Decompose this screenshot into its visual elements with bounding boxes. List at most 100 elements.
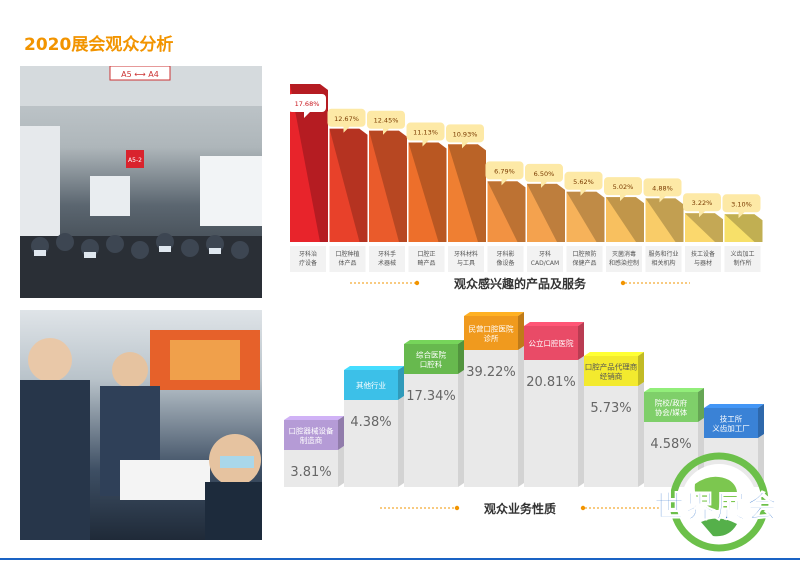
category-box — [606, 246, 642, 272]
category-box — [724, 246, 761, 272]
column-side — [398, 396, 404, 487]
category-label: 制作所 — [733, 259, 751, 267]
value-label: 17.68% — [295, 100, 320, 108]
value-bubble — [525, 163, 563, 188]
column-cap-side — [578, 322, 584, 360]
product-bar-side — [448, 144, 486, 242]
category-label: 口腔产品代理商 — [585, 361, 638, 371]
column-side — [458, 370, 464, 487]
value-label: 5.62% — [573, 178, 594, 186]
booth-demo-photo — [20, 310, 262, 540]
category-label: 牙科治 — [299, 250, 317, 258]
category-label: 服务和行业 — [648, 250, 678, 258]
category-box — [408, 246, 445, 272]
product-bar-side — [369, 130, 407, 242]
category-box — [329, 246, 366, 272]
column-cap-top — [464, 312, 524, 316]
value-label: 11.13% — [413, 129, 438, 137]
category-label: 其他行业 — [356, 380, 386, 390]
value-label: 4.58% — [650, 437, 691, 452]
category-label: 口腔科 — [420, 359, 443, 369]
category-label: 与器材 — [694, 259, 712, 267]
value-label: 4.38% — [350, 415, 391, 430]
category-label: 牙科 — [539, 250, 551, 258]
product-bar-side — [606, 197, 644, 242]
value-label: 39.22% — [466, 365, 516, 380]
column-cap-side — [458, 340, 464, 374]
column-cap — [704, 408, 758, 438]
category-label: 和感染控制 — [609, 259, 639, 267]
product-bar-side — [329, 128, 368, 242]
category-box — [645, 246, 682, 272]
value-label: 12.45% — [374, 117, 399, 125]
column-cap-top — [284, 416, 344, 420]
value-label: 4.88% — [652, 184, 673, 192]
product-interest-chart: 17.68% 牙科治 疗设备 12.67% 口腔种植 体产品 12.45% 牙科手 术器械 11.… — [280, 62, 780, 302]
title-dot-left — [454, 505, 460, 511]
bottom-rule — [0, 558, 800, 560]
category-label: 诊所 — [484, 333, 499, 343]
category-label: 与工具 — [457, 259, 475, 267]
column-body — [584, 386, 638, 487]
expo-hall-photo: A5 ⟷ A4 A5-2 — [20, 66, 262, 298]
category-label: 协会/媒体 — [655, 407, 688, 417]
category-label: 牙科材料 — [454, 250, 478, 258]
category-box — [566, 246, 603, 272]
product-bar-side — [527, 183, 565, 242]
category-label: 牙科影 — [496, 250, 514, 258]
column-cap — [524, 326, 578, 360]
business-column-group: 公立口腔医院 20.81% — [524, 322, 584, 487]
category-label: 公立口腔医院 — [529, 338, 574, 348]
chart-title: 观众感兴趣的产品及服务 — [454, 276, 587, 291]
product-bar-side — [685, 213, 723, 242]
category-label: 灭菌消毒 — [612, 250, 636, 258]
column-side — [638, 382, 644, 487]
column-cap-top — [404, 340, 464, 344]
chart-title: 观众业务性质 — [484, 501, 556, 516]
category-label: 民营口腔医院 — [469, 323, 514, 333]
column-cap — [284, 420, 338, 450]
title-dot-right — [620, 280, 626, 286]
value-bubble — [643, 178, 682, 203]
value-label: 6.79% — [494, 167, 515, 175]
product-bar-side — [724, 214, 763, 242]
value-label: 5.02% — [613, 183, 634, 191]
category-label: 口腔预防 — [572, 250, 596, 258]
category-label: 体产品 — [338, 259, 356, 267]
category-label: 口腔种植 — [335, 250, 359, 258]
category-label: 口腔器械设备 — [289, 425, 334, 435]
category-label: 技工所 — [720, 413, 743, 423]
column-body — [644, 422, 698, 487]
column-cap — [584, 356, 638, 386]
column-cap-top — [704, 404, 764, 408]
value-label: 17.34% — [406, 389, 456, 404]
category-label: CAD/CAM — [531, 260, 559, 267]
column-cap-side — [398, 366, 404, 400]
value-bubble — [564, 171, 603, 196]
category-label: 技工设备 — [691, 250, 715, 258]
world-expo-logo: 世界展会 — [637, 444, 795, 564]
product-bar-side — [645, 198, 684, 242]
value-label: 10.93% — [453, 130, 478, 138]
value-bubble — [446, 124, 484, 149]
value-bubble — [288, 94, 326, 118]
column-cap-side — [758, 404, 764, 438]
column-cap-top — [524, 322, 584, 326]
value-label: 5.73% — [590, 401, 631, 416]
category-box — [290, 246, 326, 272]
value-bubble — [406, 122, 445, 147]
product-bar-side — [566, 191, 605, 242]
value-bubble — [327, 108, 366, 133]
product-bar-side — [290, 84, 328, 242]
product-bar-group: 6.50% 牙科 CAD/CAM — [525, 163, 565, 272]
